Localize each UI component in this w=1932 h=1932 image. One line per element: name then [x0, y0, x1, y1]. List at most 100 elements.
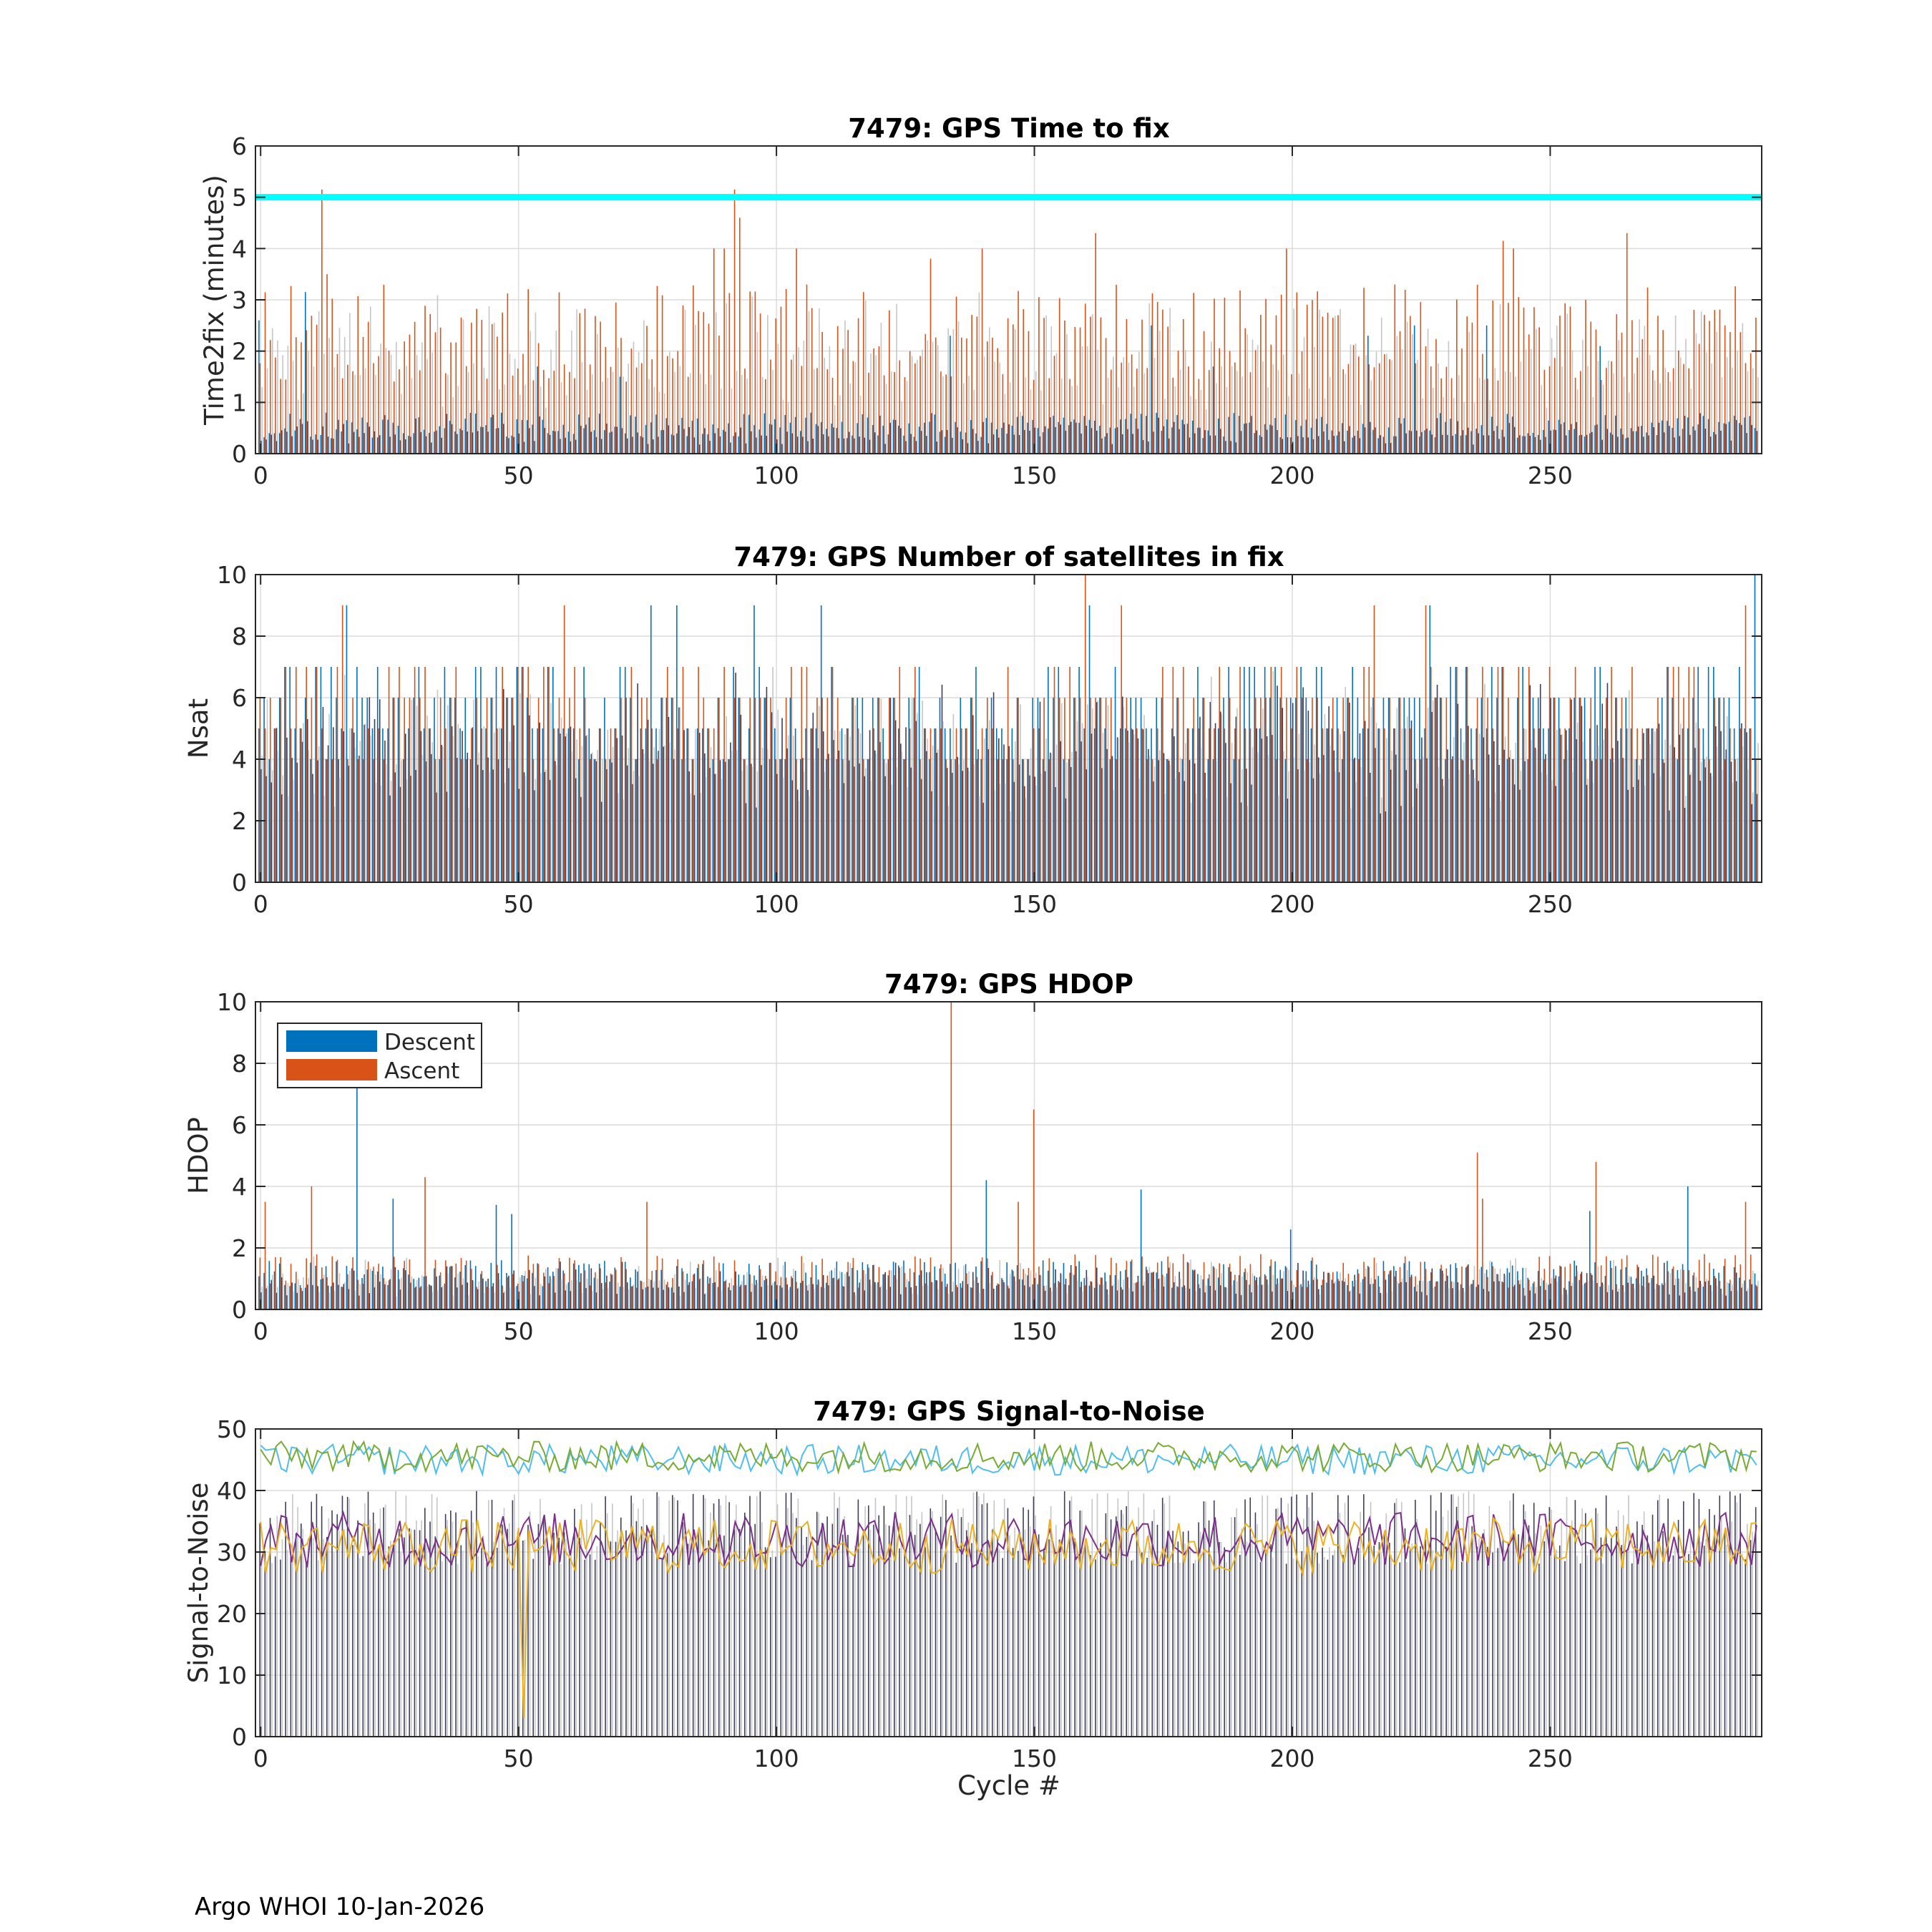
- descent-bar: [1604, 728, 1606, 882]
- ascent-bar: [981, 728, 983, 882]
- background-bar: [1055, 1269, 1056, 1309]
- descent-bar: [598, 728, 600, 882]
- ascent-bar: [791, 667, 792, 882]
- background-bar: [1008, 1288, 1010, 1309]
- ascent-bar: [1667, 372, 1669, 454]
- snr-bar: [323, 1538, 324, 1737]
- background-bar: [1628, 392, 1630, 454]
- background-bar: [658, 391, 660, 454]
- background-bar: [917, 359, 918, 454]
- ascent-bar: [641, 698, 643, 882]
- ascent-bar: [512, 1274, 514, 1309]
- background-bar: [1627, 437, 1629, 454]
- x-tick-label: 0: [253, 890, 268, 918]
- background-bar: [597, 750, 598, 882]
- background-bar: [1664, 739, 1666, 882]
- background-bar: [1070, 1264, 1072, 1309]
- descent-bar: [593, 759, 595, 882]
- background-bar: [901, 401, 903, 454]
- snr-bar: [584, 1559, 586, 1737]
- ascent-bar: [1559, 728, 1561, 882]
- ascent-bar: [259, 363, 261, 454]
- descent-bar: [1042, 432, 1044, 454]
- snr-bar: [1719, 1496, 1721, 1737]
- descent-bar: [753, 605, 755, 882]
- ascent-bar: [414, 667, 416, 882]
- ascent-bar: [816, 368, 818, 454]
- background-bar: [1345, 686, 1347, 882]
- background-bar: [719, 760, 721, 882]
- ascent-bar: [904, 1272, 906, 1309]
- background-bar: [570, 441, 572, 454]
- background-bar: [833, 1277, 834, 1309]
- background-bar: [1457, 703, 1459, 882]
- snr-bar: [1229, 1551, 1231, 1737]
- background-bar: [1649, 1282, 1651, 1309]
- snr-bar: [844, 1516, 846, 1737]
- background-bar: [1324, 714, 1326, 882]
- descent-bar: [1739, 1277, 1740, 1309]
- background-bar: [307, 1284, 308, 1309]
- ascent-bar: [883, 759, 885, 882]
- background-bar: [859, 733, 862, 882]
- ascent-bar: [1404, 728, 1406, 882]
- descent-bar: [655, 414, 657, 454]
- background-bar: [869, 1279, 871, 1309]
- background-bar: [668, 716, 670, 882]
- descent-bar: [1460, 728, 1462, 882]
- descent-bar: [376, 437, 379, 454]
- ascent-bar: [1239, 667, 1241, 882]
- snr-bar: [1409, 1548, 1411, 1737]
- background-bar: [1312, 778, 1314, 882]
- ascent-bar: [749, 698, 751, 882]
- ascent-bar: [434, 1259, 436, 1309]
- descent-bar: [289, 667, 291, 882]
- background-bar: [1643, 733, 1644, 882]
- ascent-bar: [362, 759, 364, 882]
- background-bar: [1622, 434, 1624, 454]
- background-bar: [602, 758, 603, 882]
- background-bar: [1308, 1284, 1310, 1309]
- descent-bar: [944, 728, 946, 882]
- background-bar: [1287, 436, 1289, 454]
- snr-bar: [534, 1543, 536, 1737]
- snr-bar: [885, 1524, 887, 1737]
- descent-bar: [1068, 759, 1070, 882]
- background-bar: [957, 1287, 958, 1309]
- background-bar: [1741, 424, 1742, 454]
- snr-bar: [1322, 1547, 1323, 1737]
- background-bar: [1190, 1259, 1191, 1309]
- descent-bar: [294, 430, 296, 454]
- background-bar: [1524, 436, 1526, 454]
- descent-bar: [1527, 759, 1529, 882]
- snr-bar: [1116, 1516, 1117, 1737]
- background-bar: [786, 431, 789, 454]
- background-bar: [688, 426, 691, 454]
- background-bar: [668, 1287, 670, 1309]
- background-bar: [750, 763, 752, 882]
- background-bar: [1706, 1279, 1707, 1309]
- snr-bar: [1755, 1507, 1757, 1737]
- background-bar: [291, 758, 293, 882]
- background-bar: [1648, 1282, 1649, 1309]
- background-bar: [1613, 373, 1614, 454]
- snr-bar: [1507, 1543, 1509, 1737]
- descent-bar: [1445, 1281, 1446, 1309]
- descent-bar: [583, 667, 585, 882]
- snr-bar: [862, 1531, 864, 1737]
- snr-bar: [1208, 1520, 1210, 1737]
- descent-bar: [1104, 728, 1106, 882]
- snr-bar: [1468, 1491, 1470, 1737]
- snr-line-3: [260, 1510, 1757, 1568]
- ascent-bar: [842, 1286, 844, 1309]
- ascent-bar: [1121, 362, 1123, 454]
- ascent-bar: [754, 698, 756, 882]
- descent-bar: [325, 759, 327, 882]
- descent-bar: [521, 419, 523, 454]
- title-hdop: 7479: GPS HDOP: [884, 969, 1133, 1000]
- ascent-bar: [646, 1201, 648, 1309]
- descent-bar: [392, 422, 394, 454]
- descent-bar: [1212, 1266, 1214, 1309]
- background-bar: [673, 758, 675, 882]
- descent-bar: [908, 423, 910, 454]
